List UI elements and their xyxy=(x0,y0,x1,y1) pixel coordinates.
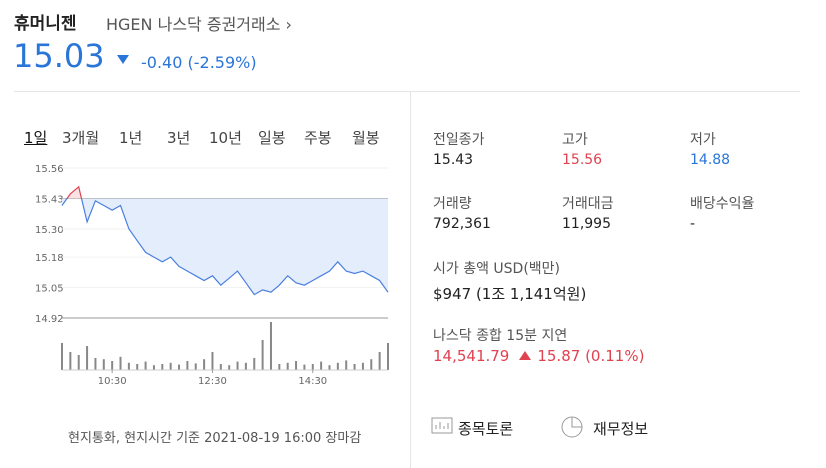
volume-bar xyxy=(361,362,364,370)
volume-bar xyxy=(152,365,155,370)
volume-bar xyxy=(161,364,164,370)
y-tick-label: 15.43 xyxy=(35,194,64,205)
stat-label: 전일종가 xyxy=(433,132,485,148)
volume-bar xyxy=(144,361,147,370)
y-tick-label: 15.30 xyxy=(35,225,64,236)
volume-bar xyxy=(86,346,89,370)
up-icon xyxy=(519,351,532,360)
volume-bar xyxy=(211,352,214,370)
volume-bar xyxy=(303,364,306,370)
divider xyxy=(14,91,800,92)
index-change: 15.87 xyxy=(537,347,581,365)
volume-bar xyxy=(178,364,181,370)
volume-bar xyxy=(61,343,63,370)
tab[interactable]: 월봉 xyxy=(352,129,380,147)
volume-bar xyxy=(127,362,130,370)
volume-bar xyxy=(244,362,247,370)
stat-value: 11,995 xyxy=(562,216,611,232)
volume-bar xyxy=(336,362,339,370)
stock-name: 휴머니젠 xyxy=(14,14,77,34)
volume-bar xyxy=(77,355,80,370)
stat-value: 15.43 xyxy=(433,152,474,168)
volume-bar xyxy=(261,340,264,370)
stat-label: 고가 xyxy=(562,132,588,148)
price-line xyxy=(61,185,389,296)
volume-bar xyxy=(278,364,281,370)
volume-bar xyxy=(311,364,314,370)
market-cap-label: 시가 총액 USD(백만) xyxy=(433,261,561,277)
index-level: 14,541.79 xyxy=(433,347,510,365)
ticker-code: HGEN xyxy=(106,15,153,34)
y-tick-label: 14.92 xyxy=(35,314,64,325)
index-label: 나스닥 종합 15분 지연 xyxy=(433,328,568,344)
x-tick-label: 14:30 xyxy=(298,376,327,387)
market-cap-value: $947 (1조 1,141억원) xyxy=(433,285,587,303)
stat-label: 배당수익율 xyxy=(690,196,755,212)
stat-label: 저가 xyxy=(690,132,716,148)
volume-bar xyxy=(186,361,189,370)
link[interactable]: 재무정보 xyxy=(593,420,649,438)
volume-bar xyxy=(253,358,256,370)
y-tick-label: 15.18 xyxy=(35,253,64,264)
volume-bar xyxy=(119,356,122,370)
y-tick-label: 15.56 xyxy=(35,164,64,175)
divider xyxy=(410,92,411,468)
chart: 15.56 15.43 15.30 15.18 15.05 14.92 10:30 12:30… xyxy=(35,164,389,387)
ticker[interactable]: HGEN 나스닥 증권거래소 › xyxy=(106,15,292,34)
stat-value: 792,361 xyxy=(433,216,491,232)
discussion-icon xyxy=(431,417,453,434)
tab[interactable]: 10년 xyxy=(209,129,242,147)
volume-bar xyxy=(169,362,172,370)
stat-value: 14.88 xyxy=(690,152,731,168)
volume-bar xyxy=(219,364,222,370)
volume-bar xyxy=(236,361,239,370)
y-tick-label: 15.05 xyxy=(35,284,64,295)
stat-value: - xyxy=(690,216,696,232)
tab[interactable]: 주봉 xyxy=(304,129,332,147)
volume-bar xyxy=(203,359,206,370)
price: 15.03 xyxy=(13,37,105,75)
x-tick-label: 10:30 xyxy=(98,376,127,387)
tab[interactable]: 3개월 xyxy=(62,129,100,147)
volume-bar xyxy=(94,358,97,370)
volume-bar xyxy=(370,359,373,370)
x-tick-label: 12:30 xyxy=(198,376,227,387)
change: -0.40 (-2.59%) xyxy=(141,53,257,72)
volume-bar xyxy=(228,365,231,370)
volume-bar xyxy=(102,359,105,370)
change-pct: (-2.59%) xyxy=(187,53,257,72)
stat-label: 거래량 xyxy=(433,196,472,212)
down-icon xyxy=(117,55,129,64)
volume-bar xyxy=(295,361,298,370)
volume-bar xyxy=(194,363,197,370)
index-value: 14,541.79 15.87 (0.11%) xyxy=(433,347,644,365)
stat-label: 거래대금 xyxy=(562,196,614,212)
volume-bar xyxy=(320,361,323,370)
volume-bar xyxy=(353,364,356,370)
volume-bar xyxy=(378,352,381,370)
volume-bar xyxy=(387,343,389,370)
tab[interactable]: 일봉 xyxy=(258,129,286,147)
volume-bar xyxy=(286,362,289,370)
volume-bar xyxy=(345,360,348,370)
index-pct: (0.11%) xyxy=(585,347,645,365)
finance-icon xyxy=(561,416,583,438)
volume-bar xyxy=(328,365,331,370)
volume-bar xyxy=(69,352,72,370)
link[interactable]: 종목토론 xyxy=(458,420,514,438)
volume-bar xyxy=(136,364,139,370)
volume-bar xyxy=(269,322,272,370)
volume-bar xyxy=(111,361,114,370)
footnote: 현지통화, 현지시간 기준 2021-08-19 16:00 장마감 xyxy=(68,431,362,446)
price-area xyxy=(62,186,388,295)
tab[interactable]: 1일 xyxy=(24,129,48,147)
tab[interactable]: 3년 xyxy=(167,129,191,147)
stat-value: 15.56 xyxy=(562,152,603,168)
change-value: -0.40 xyxy=(141,53,183,72)
exchange: 나스닥 증권거래소 xyxy=(157,15,281,34)
tab[interactable]: 1년 xyxy=(119,129,143,147)
